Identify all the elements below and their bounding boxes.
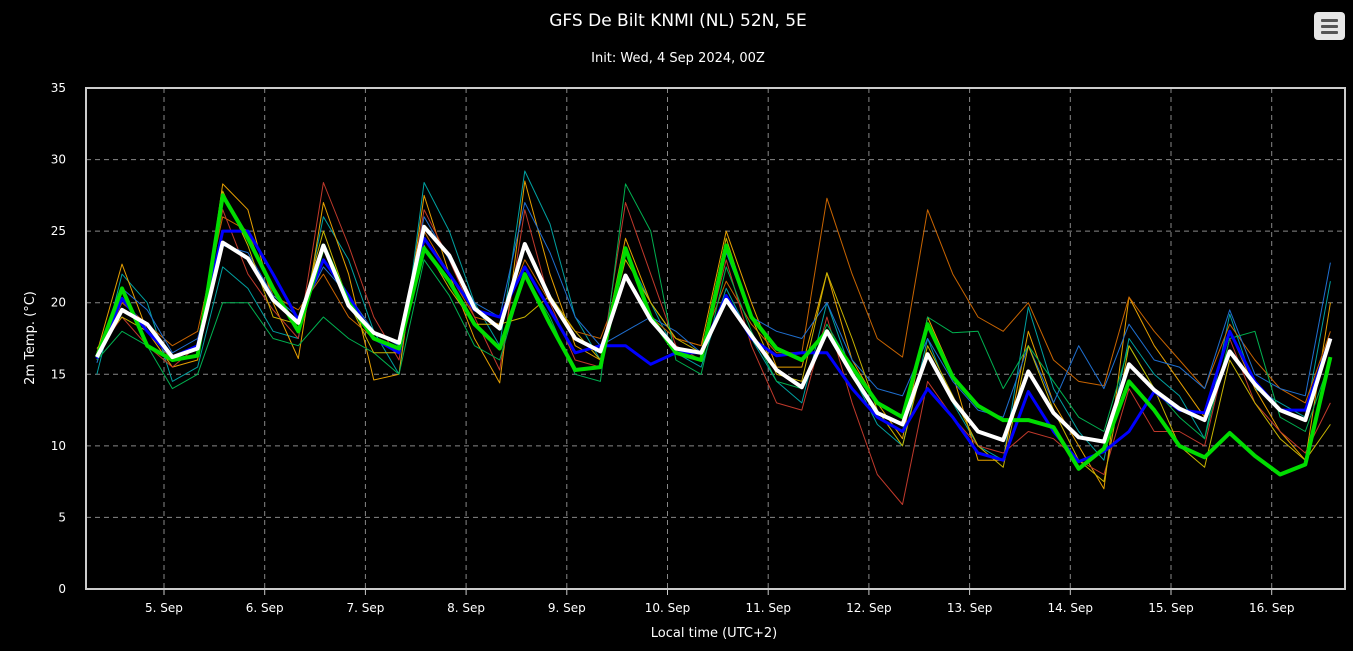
series-line-9 [95, 224, 1333, 444]
x-tick-label: 7. Sep [346, 601, 384, 615]
chart-menu-button[interactable] [1314, 12, 1345, 40]
series-lines [95, 170, 1333, 505]
y-tick-label: 25 [51, 224, 66, 238]
x-tick-label: 11. Sep [745, 601, 791, 615]
x-tick-label: 10. Sep [645, 601, 691, 615]
y-tick-label: 20 [51, 296, 66, 310]
x-tick-label: 13. Sep [947, 601, 993, 615]
x-tick-label: 6. Sep [246, 601, 284, 615]
y-axis-label: 2m Temp. (°C) [23, 291, 38, 385]
x-tick-label: 9. Sep [548, 601, 586, 615]
x-tick-label: 14. Sep [1048, 601, 1094, 615]
y-tick-label: 0 [58, 582, 66, 596]
grid [86, 88, 1345, 589]
y-tick-label: 10 [51, 439, 66, 453]
x-tick-label: 5. Sep [145, 601, 183, 615]
chart-title: GFS De Bilt KNMI (NL) 52N, 5E [549, 11, 807, 31]
x-tick-label: 16. Sep [1249, 601, 1295, 615]
x-axis-ticks: 5. Sep 6. Sep 7. Sep 8. Sep 9. Sep 10. Sep 11.… [145, 589, 1294, 615]
y-tick-label: 15 [51, 367, 66, 381]
y-axis-ticks: 0 5 10 15 20 25 30 35 [51, 81, 66, 596]
series-line-8 [95, 193, 1333, 477]
y-tick-label: 5 [58, 510, 66, 524]
chart-subtitle: Init: Wed, 4 Sep 2024, 00Z [591, 51, 765, 66]
x-tick-label: 8. Sep [447, 601, 485, 615]
x-axis-label: Local time (UTC+2) [651, 626, 777, 641]
series-line-1 [96, 180, 1331, 490]
y-tick-label: 35 [51, 81, 66, 95]
plot-frame [85, 87, 1346, 590]
y-tick-label: 30 [51, 153, 66, 167]
series-line-6 [96, 190, 1331, 483]
x-tick-label: 12. Sep [846, 601, 892, 615]
series-line-3 [96, 182, 1331, 505]
series-line-7 [95, 229, 1332, 464]
x-tick-label: 15. Sep [1148, 601, 1194, 615]
